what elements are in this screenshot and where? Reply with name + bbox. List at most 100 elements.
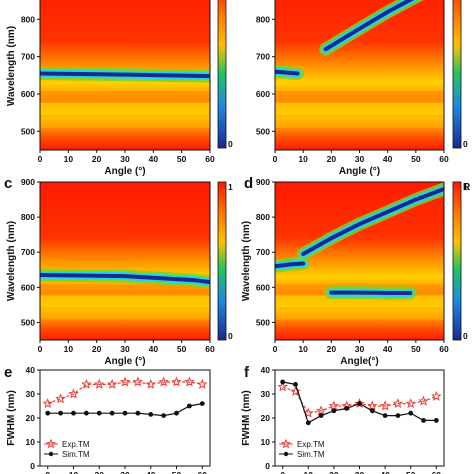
y-tick-label: 800	[21, 212, 35, 222]
heatmap-area	[275, 182, 444, 340]
dip-core	[40, 71, 210, 79]
x-tick-label: 20	[327, 154, 337, 164]
x-axis-label: Angle (°)	[104, 356, 145, 367]
data-point	[331, 408, 337, 414]
y-tick-label: 700	[256, 247, 270, 257]
x-tick-label: 50	[177, 154, 187, 164]
x-tick-label: 40	[146, 470, 156, 474]
x-tick-label: 0	[273, 344, 278, 354]
colorbar-title: R	[463, 182, 471, 193]
x-tick-label: 40	[149, 154, 159, 164]
panel-label: c	[4, 175, 12, 192]
y-tick-label: 600	[256, 282, 270, 292]
x-tick-label: 20	[92, 154, 102, 164]
data-point	[277, 381, 288, 392]
data-point	[367, 400, 378, 411]
x-tick-label: 10	[298, 344, 308, 354]
data-point	[315, 405, 327, 416]
data-point	[305, 420, 311, 426]
series-line-Exp.TM	[47, 381, 203, 405]
plot-frame	[39, 0, 211, 151]
legend-entry: Exp.TM	[62, 440, 90, 449]
heatmap-area	[40, 0, 210, 150]
data-point	[45, 410, 51, 416]
data-point	[148, 412, 154, 417]
panel-label: f	[244, 364, 250, 381]
legend-entry: Sim.TM	[62, 450, 90, 459]
heatmap-panel-a: 0 0 10 20 30 40 50 60 500 600 700 800 Angle (°) Wavel…	[6, 0, 233, 177]
plot-frame	[274, 369, 445, 467]
y-tick-label: 900	[21, 177, 35, 187]
y-tick-label: 500	[256, 126, 270, 136]
y-axis-label: FWHM (nm)	[241, 390, 252, 446]
x-tick-label: 30	[120, 344, 130, 354]
y-axis-label: Wavelength (nm)	[6, 221, 17, 301]
legend-marker	[281, 438, 291, 449]
legend-marker	[46, 438, 56, 449]
x-tick-label: 20	[327, 344, 337, 354]
x-tick-label: 10	[298, 154, 308, 164]
legend-marker	[283, 451, 289, 457]
x-tick-label: 50	[411, 344, 421, 354]
x-tick-label: 20	[95, 470, 105, 474]
x-tick-label: 20	[329, 470, 339, 474]
y-tick-label: 500	[21, 126, 35, 136]
x-tick-label: 50	[172, 470, 182, 474]
y-tick-label: 30	[26, 389, 36, 399]
data-point	[161, 413, 167, 418]
y-tick-label: 800	[256, 212, 270, 222]
x-tick-label: 30	[355, 344, 365, 354]
y-tick-label: 800	[21, 14, 35, 24]
data-point	[42, 398, 53, 409]
data-point	[68, 388, 79, 399]
y-tick-label: 30	[261, 389, 271, 399]
x-tick-label: 10	[64, 344, 74, 354]
x-tick-label: 60	[432, 470, 442, 474]
data-point	[418, 395, 429, 406]
x-tick-label: 50	[177, 344, 187, 354]
y-tick-label: 40	[26, 365, 36, 375]
panel-label: d	[244, 175, 253, 192]
data-point	[280, 379, 286, 385]
data-point	[171, 376, 182, 387]
data-point	[184, 376, 195, 387]
data-point	[199, 401, 205, 406]
x-tick-label: 10	[69, 470, 79, 474]
data-point	[431, 390, 442, 401]
y-tick-label: 600	[21, 282, 35, 292]
data-point	[174, 410, 179, 416]
colorbar-min-label: 0	[463, 139, 468, 149]
y-tick-label: 20	[26, 413, 36, 423]
data-point	[382, 413, 388, 418]
y-tick-label: 40	[261, 365, 271, 375]
x-tick-label: 0	[45, 470, 50, 474]
y-axis-label: Wavelength (nm)	[6, 26, 17, 106]
x-tick-label: 0	[280, 470, 285, 474]
plot-frame	[274, 0, 445, 151]
data-point	[379, 400, 391, 411]
data-point	[96, 410, 102, 416]
colorbar	[452, 181, 462, 341]
colorbar	[452, 0, 462, 149]
x-tick-label: 0	[38, 344, 43, 354]
y-tick-label: 0	[30, 461, 35, 471]
y-tick-label: 10	[26, 437, 36, 447]
data-point	[293, 382, 298, 387]
data-point	[122, 410, 128, 416]
y-tick-label: 700	[256, 52, 270, 62]
colorbar-min-label: 0	[228, 331, 233, 341]
x-tick-label: 50	[406, 470, 416, 474]
x-tick-label: 40	[380, 470, 390, 474]
y-tick-label: 0	[265, 461, 270, 471]
x-tick-label: 10	[64, 154, 74, 164]
x-tick-label: 60	[439, 154, 449, 164]
plot-frame	[39, 369, 211, 467]
x-tick-label: 40	[383, 344, 393, 354]
data-point	[186, 403, 192, 409]
data-point	[392, 398, 404, 409]
x-tick-label: 60	[439, 344, 449, 354]
